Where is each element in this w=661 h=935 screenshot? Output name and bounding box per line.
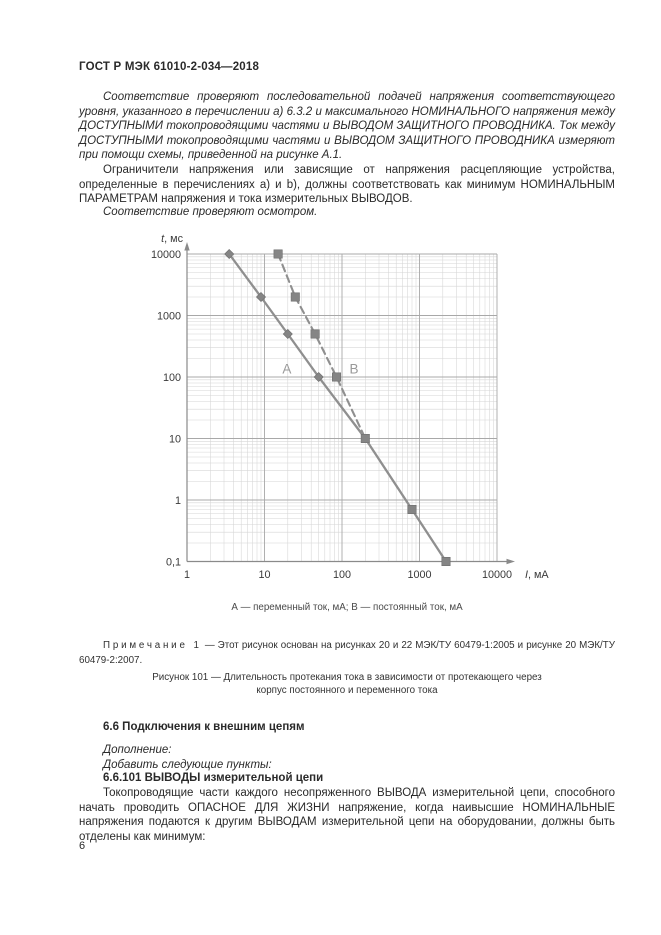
series-B-marker bbox=[360, 434, 370, 444]
svg-text:0,1: 0,1 bbox=[166, 557, 181, 569]
svg-text:1: 1 bbox=[184, 569, 190, 581]
add-items-label: Добавить следующие пункты: bbox=[103, 758, 272, 771]
svg-text:10000: 10000 bbox=[482, 569, 512, 581]
paragraph-measuring-terminals: Токопроводящие части каждого несопряженн… bbox=[79, 787, 615, 843]
svg-text:1000: 1000 bbox=[157, 311, 181, 323]
series-B-marker bbox=[441, 556, 451, 566]
series-B-marker bbox=[332, 372, 342, 382]
series-A-marker bbox=[313, 371, 324, 383]
curve-label-В: В bbox=[350, 361, 359, 376]
svg-text:10: 10 bbox=[258, 569, 270, 581]
paragraph-voltage-limiters: Ограничители напряжения или зависящие от… bbox=[79, 164, 615, 206]
series-A-marker bbox=[224, 248, 235, 260]
figure-caption: Рисунок 101 — Длительность протекания то… bbox=[79, 671, 615, 697]
svg-text:1: 1 bbox=[175, 495, 181, 507]
series-A-marker bbox=[255, 291, 267, 303]
svg-text:1000: 1000 bbox=[407, 569, 431, 581]
note-label: Примечание 1 bbox=[103, 640, 202, 651]
figure-note: Примечание 1— Этот рисунок основан на ри… bbox=[79, 638, 615, 669]
series-A-marker bbox=[282, 328, 293, 340]
paragraph-compliance-check: Соответствие проверяют последовательной … bbox=[79, 91, 615, 162]
amendment-label: Дополнение: bbox=[103, 744, 172, 756]
page-number: 6 bbox=[79, 840, 86, 852]
note-text: — Этот рисунок основан на рисунках 20 и … bbox=[79, 640, 615, 667]
paragraph-compliance-inspection: Соответствие проверяют осмотром. bbox=[103, 206, 318, 218]
series-B-line bbox=[277, 252, 367, 440]
figure-legend: А — переменный ток, мА; В — постоянный т… bbox=[231, 602, 463, 613]
series-B-marker bbox=[273, 249, 283, 259]
section-heading-6-6: 6.6 Подключения к внешним цепям bbox=[103, 721, 305, 733]
svg-text:10: 10 bbox=[169, 434, 181, 446]
subsection-heading-6-6-101: 6.6.101 ВЫВОДЫ измерительной цепи bbox=[103, 771, 324, 784]
series-B-marker bbox=[407, 504, 417, 514]
series-B-marker bbox=[290, 292, 300, 302]
curve-label-А: А bbox=[282, 361, 291, 376]
figure-101-chart: А В 10000 1000 100 10 1 0,1 1 10 100 1000 10000 t, мс… bbox=[140, 226, 580, 588]
figure-caption-text: Рисунок 101 — Длительность протекания то… bbox=[152, 672, 542, 696]
svg-text:10000: 10000 bbox=[151, 249, 181, 261]
svg-text:100: 100 bbox=[163, 372, 181, 384]
series-B-marker bbox=[310, 329, 320, 339]
running-header: ГОСТ Р МЭК 61010-2-034—2018 bbox=[79, 61, 260, 73]
svg-text:t, мс: t, мс bbox=[161, 233, 183, 245]
svg-text:100: 100 bbox=[333, 569, 351, 581]
svg-text:I, мА: I, мА bbox=[525, 569, 549, 581]
chart-axes bbox=[184, 242, 515, 565]
